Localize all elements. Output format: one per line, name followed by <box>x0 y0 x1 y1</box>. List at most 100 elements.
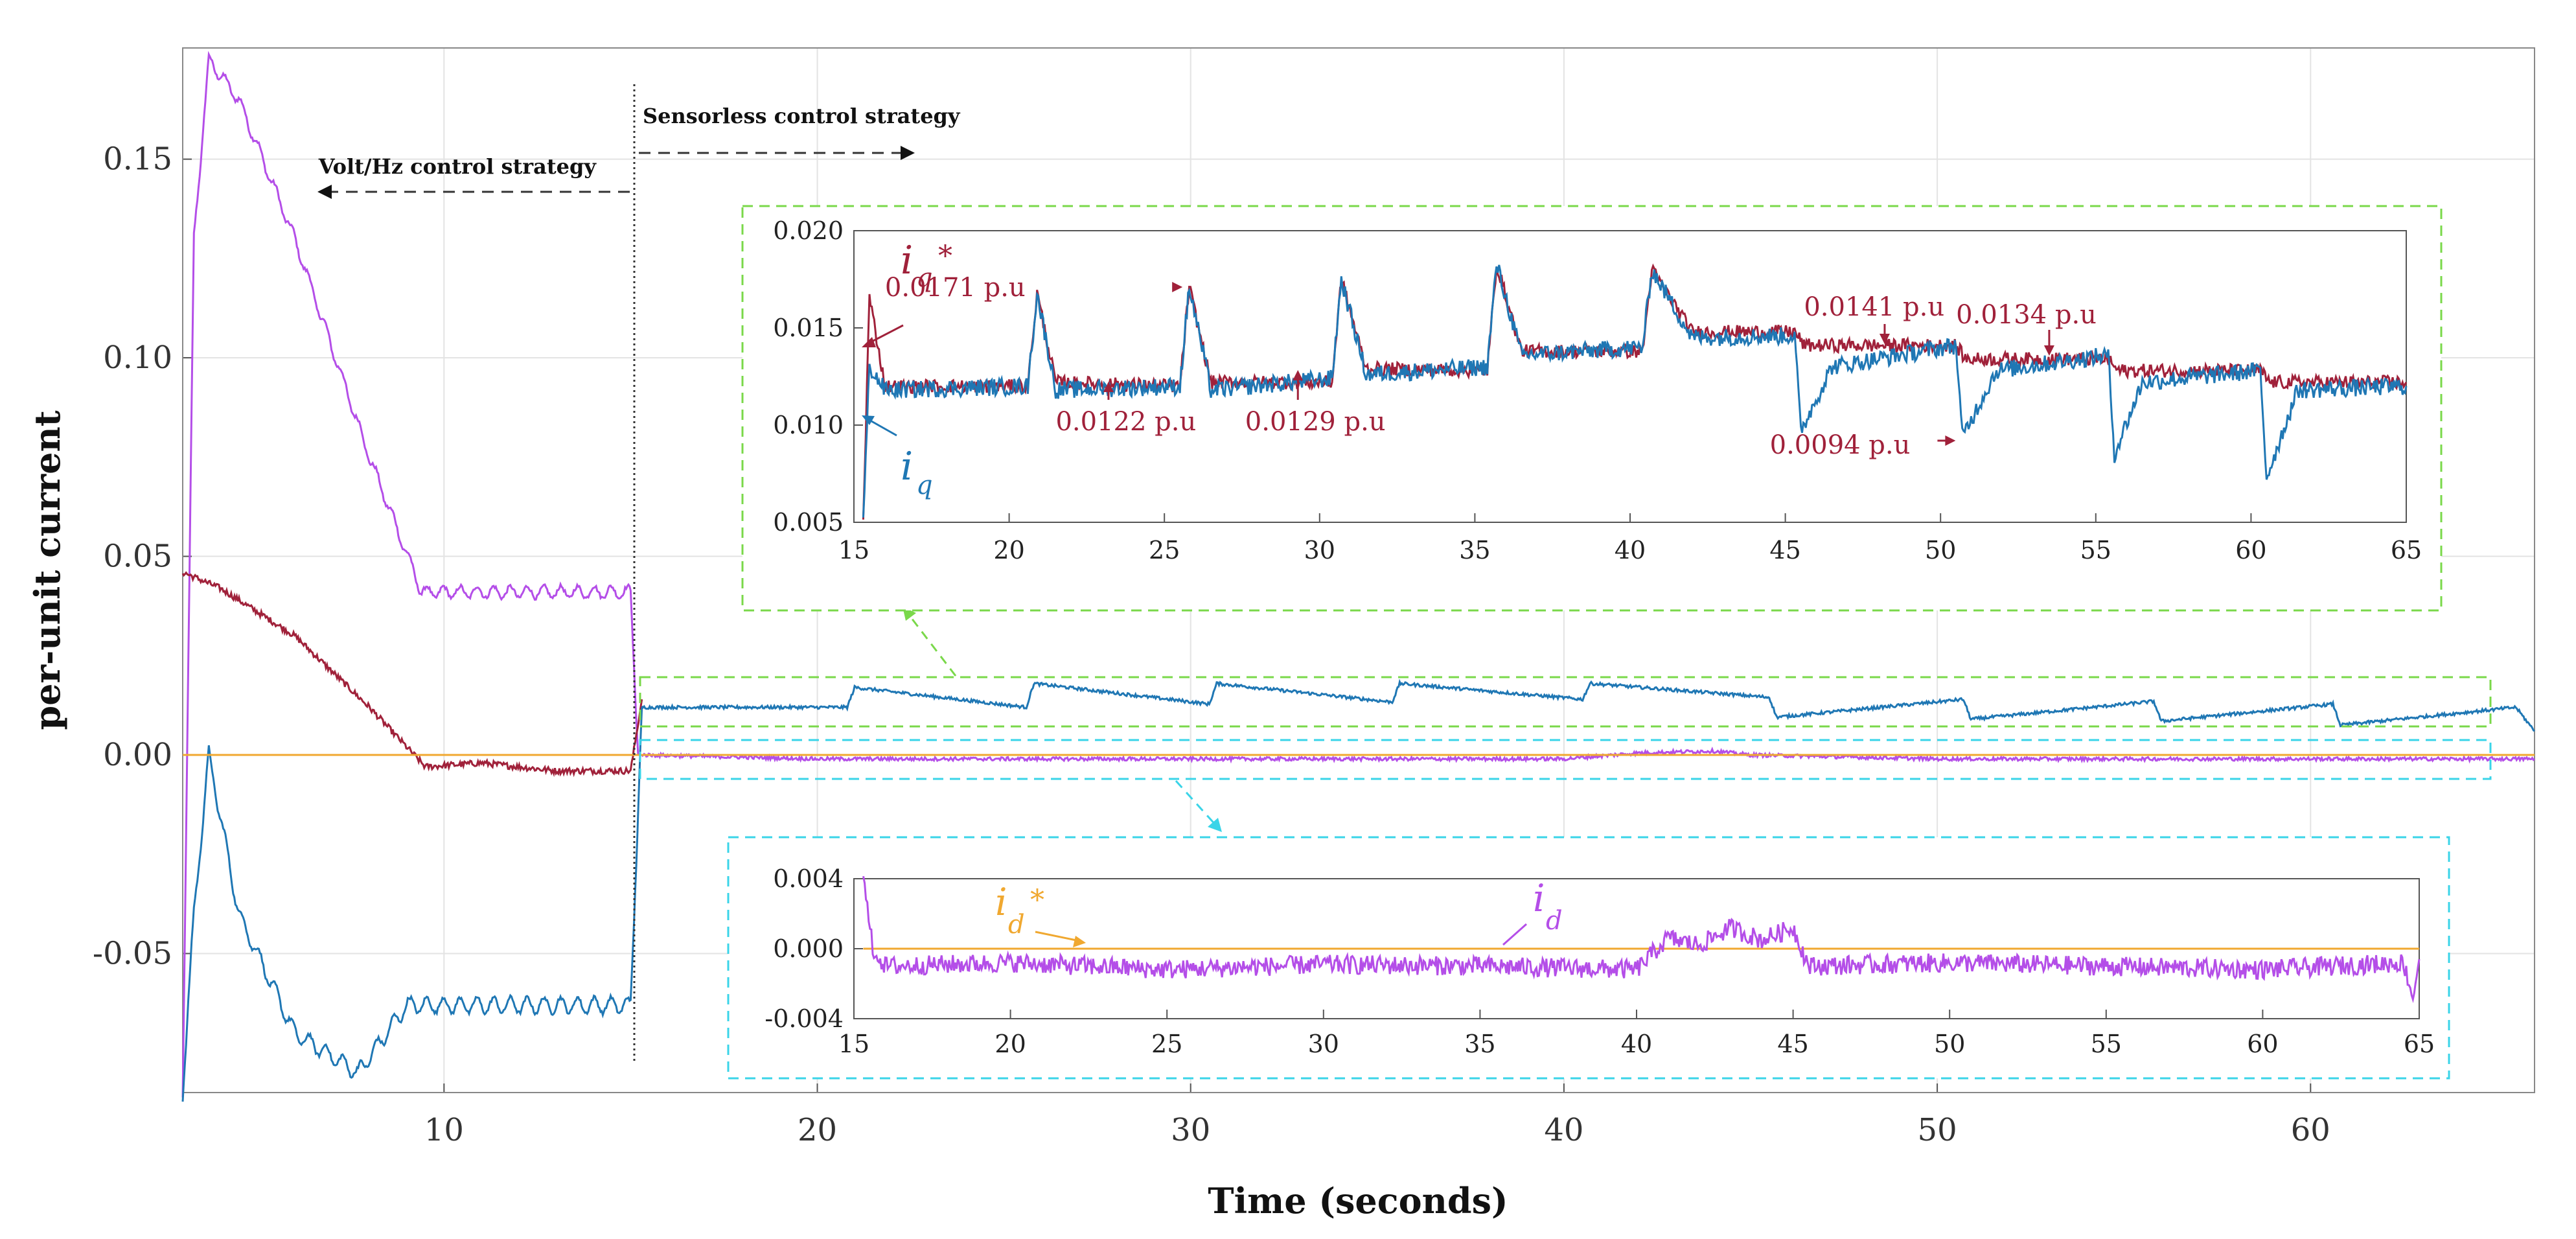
y-tick-label: 0.004 <box>773 864 844 893</box>
id-star-superscript: * <box>1030 884 1044 917</box>
annotation-arrowhead <box>1103 382 1114 392</box>
y-tick-label: -0.004 <box>765 1004 844 1033</box>
x-tick-label: 50 <box>1918 1112 1957 1148</box>
y-tick-label: 0.10 <box>103 340 172 376</box>
id-star-pointer-head <box>1073 936 1086 947</box>
x-tick-label: 45 <box>1777 1030 1808 1058</box>
main-plot-frame <box>182 47 2535 1093</box>
x-tick-label: 50 <box>1934 1030 1965 1058</box>
iq-inset-x-ticks: 15 20 25 30 35 40 45 50 55 60 65 <box>838 536 2422 564</box>
value-annotation: 0.0141 p.u <box>1804 292 1944 322</box>
y-tick-label: 0.020 <box>773 216 844 245</box>
x-tick-label: 25 <box>1149 536 1180 564</box>
x-tick-label: 40 <box>1615 536 1646 564</box>
x-tick-label: 60 <box>2235 536 2266 564</box>
x-tick-label: 15 <box>838 1030 869 1058</box>
x-tick-label: 20 <box>993 536 1024 564</box>
id-link-arrow <box>1175 780 1218 828</box>
iq-inset-border <box>741 205 2443 612</box>
y-axis-title: per-unit current <box>27 410 68 730</box>
id-subscript: d <box>1546 906 1563 936</box>
y-tick-label: 0.010 <box>773 411 844 439</box>
iq-subscript: q <box>916 470 933 500</box>
series-line <box>862 263 2408 520</box>
value-annotation: 0.0094 p.u <box>1770 430 1911 460</box>
x-tick-label: 25 <box>1151 1030 1182 1058</box>
annotation-arrowhead <box>1293 370 1304 380</box>
iq-pointer <box>866 417 897 437</box>
id-inset-y-ticks: -0.004 0.000 0.004 <box>765 864 844 1033</box>
main-x-tick-labels: 10 20 30 40 50 60 <box>424 1112 2330 1148</box>
x-tick-label: 50 <box>1925 536 1956 564</box>
x-tick-label: 65 <box>2391 536 2422 564</box>
id-inset-border <box>727 836 2450 1080</box>
main-series-group <box>181 51 2535 1102</box>
x-axis-title: Time (seconds) <box>1208 1180 1508 1222</box>
iq-star-pointer-head <box>862 337 876 347</box>
iq-link-arrow <box>906 612 957 677</box>
y-tick-label: 0.005 <box>773 508 844 537</box>
value-annotation: 0.0122 p.u <box>1055 407 1196 437</box>
iq-star-subscript: q <box>916 263 933 293</box>
volt-hz-label: Volt/Hz control strategy <box>318 154 597 179</box>
value-annotation: 0.0129 p.u <box>1245 407 1386 437</box>
series-line <box>181 51 639 1098</box>
x-tick-label: 45 <box>1769 536 1800 564</box>
id-highlight-box <box>639 739 2492 780</box>
annotation-arrowhead <box>2043 345 2054 356</box>
x-tick-label: 15 <box>838 536 869 564</box>
x-tick-label: 35 <box>1459 536 1490 564</box>
y-tick-label: 0.05 <box>103 538 172 575</box>
id-inset-x-ticks: 15 20 25 30 35 40 45 50 55 60 65 <box>838 1030 2435 1058</box>
x-tick-label: 30 <box>1171 1112 1210 1148</box>
iq-star-symbol: i <box>901 238 913 283</box>
iq-inset-annotations: 0.0171 p.u 0.0122 p.u 0.0129 p.u 0.0141 p.u… <box>885 273 2097 460</box>
series-line <box>641 678 2535 732</box>
iq-inset-y-ticks: 0.005 0.010 0.015 0.020 <box>773 216 844 537</box>
y-tick-label: -0.05 <box>93 935 172 971</box>
value-annotation: 0.0134 p.u <box>1956 300 2097 330</box>
id-star-symbol: i <box>995 880 1007 924</box>
main-y-tick-labels: -0.05 0.00 0.05 0.10 0.15 <box>93 141 172 972</box>
x-tick-label: 40 <box>1544 1112 1583 1148</box>
iq-inset-series <box>862 263 2408 520</box>
iq-highlight-box <box>639 676 2492 728</box>
id-symbol: i <box>1533 876 1545 920</box>
y-tick-label: 0.00 <box>103 737 172 773</box>
iq-pointer-head <box>862 415 875 425</box>
annotation-arrowhead <box>1879 334 1890 344</box>
iq-star-pointer <box>868 324 904 345</box>
x-tick-label: 10 <box>424 1112 464 1148</box>
volt-hz-arrowhead <box>317 185 332 199</box>
iq-star-label: i q * <box>901 238 952 293</box>
annotation-arrowhead <box>1945 435 1956 446</box>
x-tick-label: 65 <box>2404 1030 2435 1058</box>
sensorless-arrowhead <box>901 146 915 160</box>
x-tick-label: 40 <box>1621 1030 1652 1058</box>
x-tick-label: 60 <box>2291 1112 2330 1148</box>
y-tick-label: 0.000 <box>773 934 844 963</box>
iq-star-superscript: * <box>938 240 952 273</box>
series-line <box>181 571 643 778</box>
y-tick-label: 0.15 <box>103 141 172 178</box>
series-line <box>862 264 2408 518</box>
x-tick-label: 20 <box>995 1030 1026 1058</box>
id-label: i d <box>1533 876 1563 936</box>
y-tick-label: 0.015 <box>773 314 844 342</box>
id-star-subscript: d <box>1008 910 1025 940</box>
x-tick-label: 55 <box>2080 536 2111 564</box>
annotation-arrowhead <box>1172 282 1183 292</box>
id-star-label: i d * <box>995 880 1044 940</box>
series-line <box>181 707 643 1102</box>
value-annotation: 0.0171 p.u <box>885 273 1026 303</box>
x-tick-label: 30 <box>1308 1030 1339 1058</box>
x-tick-label: 20 <box>798 1112 837 1148</box>
id-pointer <box>1502 923 1527 946</box>
iq-symbol: i <box>901 444 913 489</box>
x-tick-label: 35 <box>1464 1030 1495 1058</box>
x-tick-label: 30 <box>1304 536 1335 564</box>
sensorless-label: Sensorless control strategy <box>643 104 961 128</box>
iq-label: i q <box>901 444 933 500</box>
x-tick-label: 55 <box>2091 1030 2122 1058</box>
